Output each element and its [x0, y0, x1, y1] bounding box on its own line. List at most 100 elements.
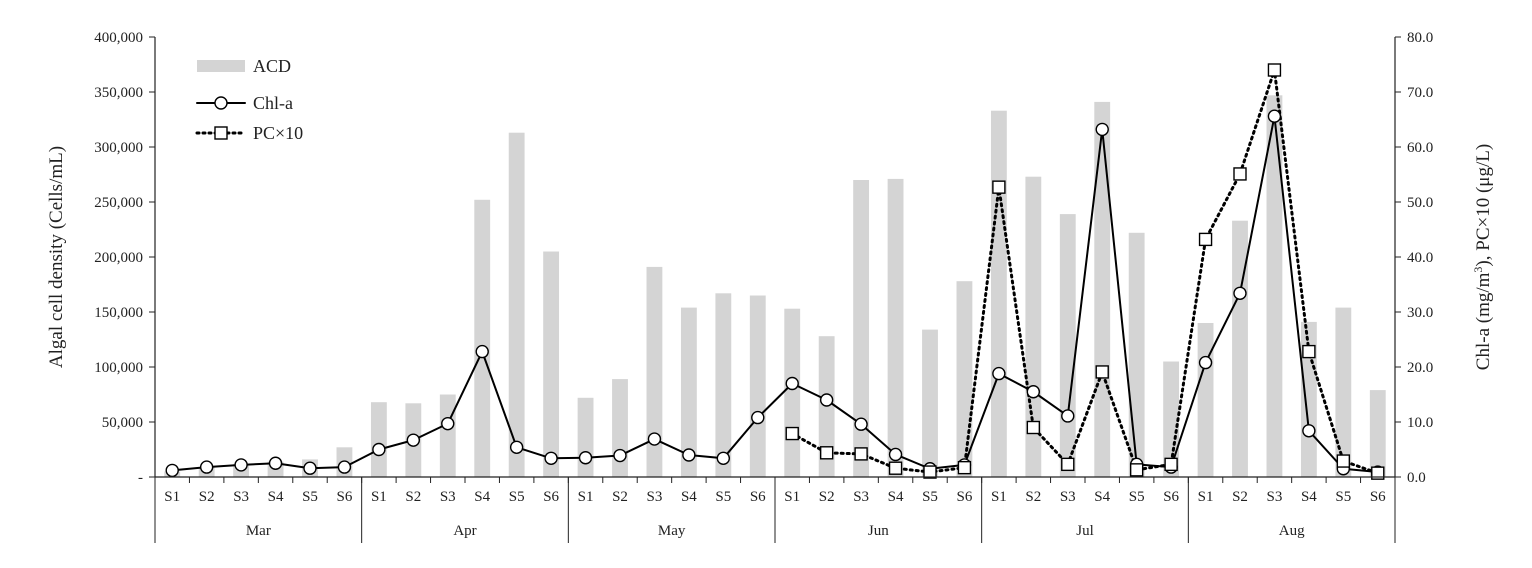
chl-a-point	[992, 366, 1006, 381]
x-tick-label: S5	[509, 489, 525, 505]
x-tick-label: S1	[164, 489, 180, 505]
acd-bar	[612, 379, 628, 477]
x-tick-label: S4	[681, 489, 697, 505]
acd-bar	[956, 281, 973, 477]
x-tick-label: S4	[1301, 489, 1317, 505]
legend: ACD Chl-a PC×10	[195, 56, 303, 143]
legend-label: PC×10	[253, 123, 303, 143]
chl-a-point	[785, 376, 799, 391]
acd-bar	[784, 308, 801, 477]
chl-a-point	[406, 433, 421, 447]
y-tick-label-right: 80.0	[1407, 30, 1433, 46]
x-tick-label: S6	[1163, 489, 1179, 505]
chl-a-point	[441, 416, 455, 431]
y-tick-label-right: 50.0	[1407, 195, 1433, 211]
x-tick-label: S6	[543, 489, 559, 505]
chl-a-point	[716, 451, 731, 465]
chl-a-point	[1233, 286, 1247, 300]
x-tick-label: S3	[647, 489, 663, 505]
x-axis-labels: S1 S2 S3 S4 S5 S6 S1 S2 S3 S4 S5 S6 S1 S2 S3 S4 S5 S6 S1 S2…	[164, 489, 1386, 539]
chl-a-point	[475, 344, 489, 359]
month-label: Apr	[453, 523, 476, 539]
acd-bar	[990, 110, 1007, 477]
acd-bar	[853, 180, 870, 477]
chl-a-point	[578, 451, 593, 465]
chl-a-point	[1061, 409, 1075, 423]
series-lines	[165, 63, 1385, 480]
y-tick-label-right: 30.0	[1407, 305, 1433, 321]
month-label: Jul	[1076, 523, 1094, 539]
chl-a-point	[1026, 385, 1041, 399]
legend-marker-circle	[214, 96, 228, 110]
x-tick-label: S1	[371, 489, 387, 505]
y-tick-label-left: 50,000	[102, 415, 143, 431]
chl-a-point	[509, 440, 524, 454]
pc-point	[1371, 466, 1385, 480]
acd-bar	[543, 251, 560, 477]
y-tick-label-left: -	[138, 470, 143, 486]
pc-point	[957, 460, 972, 475]
chl-a-point	[1267, 109, 1282, 123]
x-tick-label: S6	[750, 489, 766, 505]
acd-bar	[439, 394, 456, 477]
chl-a-point	[268, 456, 283, 470]
acd-bar	[749, 295, 766, 477]
x-tick-label: S5	[1335, 489, 1351, 505]
x-tick-label: S3	[440, 489, 456, 505]
pc-point	[923, 465, 937, 479]
y-tick-label-left: 150,000	[94, 305, 143, 321]
pc-point	[1164, 457, 1178, 472]
month-label: Jun	[868, 523, 889, 539]
x-tick-label: S4	[474, 489, 490, 505]
x-tick-label: S2	[612, 489, 628, 505]
y-tick-label-left: 300,000	[94, 140, 143, 156]
y-tick-label-left: 400,000	[94, 30, 143, 46]
acd-bar	[1369, 390, 1386, 477]
legend-label: ACD	[253, 56, 291, 76]
y-tick-label-left: 350,000	[94, 85, 143, 101]
acd-bar	[715, 293, 732, 477]
x-tick-label: S5	[715, 489, 731, 505]
y-axis-title-right-superscript: 3	[1471, 267, 1485, 273]
chl-a-point	[372, 442, 386, 457]
tick-labels: - 50,000 100,000 150,000 200,000 250,000 300,0…	[94, 30, 1433, 486]
pc-point	[1267, 63, 1282, 77]
chl-a-point	[337, 460, 352, 474]
acd-bar	[1197, 323, 1214, 477]
pc-point	[1129, 463, 1144, 477]
chl-a-point	[613, 448, 627, 463]
chl-a-point	[647, 432, 662, 446]
month-label: Aug	[1279, 523, 1305, 539]
acd-bar	[1059, 214, 1076, 477]
x-tick-label: S1	[1198, 489, 1214, 505]
pc-point	[992, 180, 1006, 194]
pc-point	[1061, 457, 1075, 472]
acd-bar	[1232, 220, 1248, 477]
x-tick-label: S3	[1060, 489, 1076, 505]
y-tick-label-right: 60.0	[1407, 140, 1433, 156]
x-tick-label: S6	[1370, 489, 1386, 505]
legend-marker-square	[214, 126, 228, 140]
chl-a-point	[682, 448, 696, 462]
chl-a-point	[1198, 355, 1213, 370]
x-tick-label: S1	[784, 489, 800, 505]
x-tick-label: S3	[233, 489, 249, 505]
y-axis-title-left: Algal cell density (Cells/mL)	[46, 146, 67, 368]
y-tick-label-left: 250,000	[94, 195, 143, 211]
legend-swatch-acd	[197, 60, 245, 72]
y-tick-label-left: 200,000	[94, 250, 143, 266]
acd-bar	[1335, 307, 1352, 477]
x-tick-label: S3	[853, 489, 869, 505]
y-axis-title-right: Chl-a (mg/m3), PC×10 (μg/L)	[1471, 144, 1494, 370]
x-tick-label: S2	[405, 489, 421, 505]
y-axis-title-right-part1: Chl-a (mg/m	[1473, 272, 1494, 370]
pc-point	[819, 446, 834, 460]
chl-a-point	[165, 463, 179, 478]
x-tick-label: S4	[268, 489, 284, 505]
pc-point	[1336, 454, 1351, 468]
month-label: Mar	[246, 523, 271, 539]
x-tick-label: S2	[1025, 489, 1041, 505]
acd-bar	[1128, 232, 1145, 477]
x-tick-label: S5	[1129, 489, 1145, 505]
